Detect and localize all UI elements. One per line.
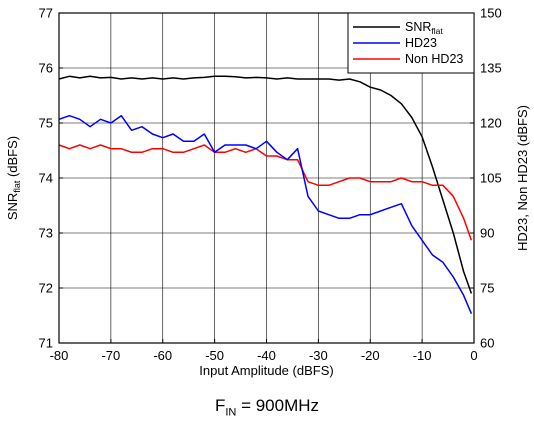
legend-label-snr-flat: SNRflat xyxy=(405,20,443,36)
right-tick-label: 135 xyxy=(480,61,502,76)
legend-label-snr-main: SNR xyxy=(405,20,431,34)
caption-main: F xyxy=(214,396,226,415)
left-tick-label: 72 xyxy=(39,281,53,296)
legend: SNRflat HD23 Non HD23 xyxy=(347,12,475,74)
caption-rest: = 900MHz xyxy=(236,396,320,415)
x-tick-label: -30 xyxy=(309,348,328,363)
left-tick-label: 73 xyxy=(39,226,53,241)
caption-sub: IN xyxy=(225,406,237,419)
right-tick-label: 150 xyxy=(480,6,502,21)
right-tick-label: 105 xyxy=(480,171,502,186)
left-tick-label: 75 xyxy=(39,116,53,131)
x-tick-label: -50 xyxy=(205,348,224,363)
x-tick-label: -20 xyxy=(361,348,380,363)
left-tick-label: 71 xyxy=(39,336,53,351)
chart: -80 -70 -60 -50 -40 -30 -20 -10 0 71 72 73 74 75 76 77 6… xyxy=(5,6,530,379)
right-tick-label: 90 xyxy=(480,226,494,241)
right-axis-title: HD23, Non HD23 (dBFS) xyxy=(515,105,530,251)
series-line-non-hd23 xyxy=(58,144,473,241)
right-tick-label: 120 xyxy=(480,116,502,131)
grid xyxy=(58,12,475,344)
legend-label-hd23: HD23 xyxy=(405,36,437,50)
x-tick-label: -10 xyxy=(413,348,432,363)
series-line-snr-flat xyxy=(58,75,473,294)
x-tick-label: 0 xyxy=(470,348,477,363)
right-tick-label: 60 xyxy=(480,336,494,351)
left-axis-title-sub: flat xyxy=(12,180,22,193)
left-axis-title-main: SNR xyxy=(5,193,20,220)
legend-label-snr-sub: flat xyxy=(431,26,443,36)
left-tick-label: 77 xyxy=(39,6,53,21)
figure-caption: FIN = 900MHz xyxy=(0,396,534,418)
series-layer xyxy=(58,75,473,314)
tick-labels: -80 -70 -60 -50 -40 -30 -20 -10 0 71 72 73 74 75 76 77 6… xyxy=(39,6,502,364)
x-axis-title: Input Amplitude (dBFS) xyxy=(199,363,333,378)
left-axis-title: SNRflat (dBFS) xyxy=(5,136,22,220)
x-tick-label: -60 xyxy=(153,348,172,363)
x-tick-label: -80 xyxy=(50,348,69,363)
series-line-hd23 xyxy=(58,114,473,314)
left-tick-label: 76 xyxy=(39,61,53,76)
x-tick-label: -70 xyxy=(101,348,120,363)
x-tick-label: -40 xyxy=(257,348,276,363)
left-axis-title-rest: (dBFS) xyxy=(5,136,20,181)
right-tick-label: 75 xyxy=(480,281,494,296)
left-tick-label: 74 xyxy=(39,171,53,186)
legend-label-non-hd23: Non HD23 xyxy=(405,52,463,66)
